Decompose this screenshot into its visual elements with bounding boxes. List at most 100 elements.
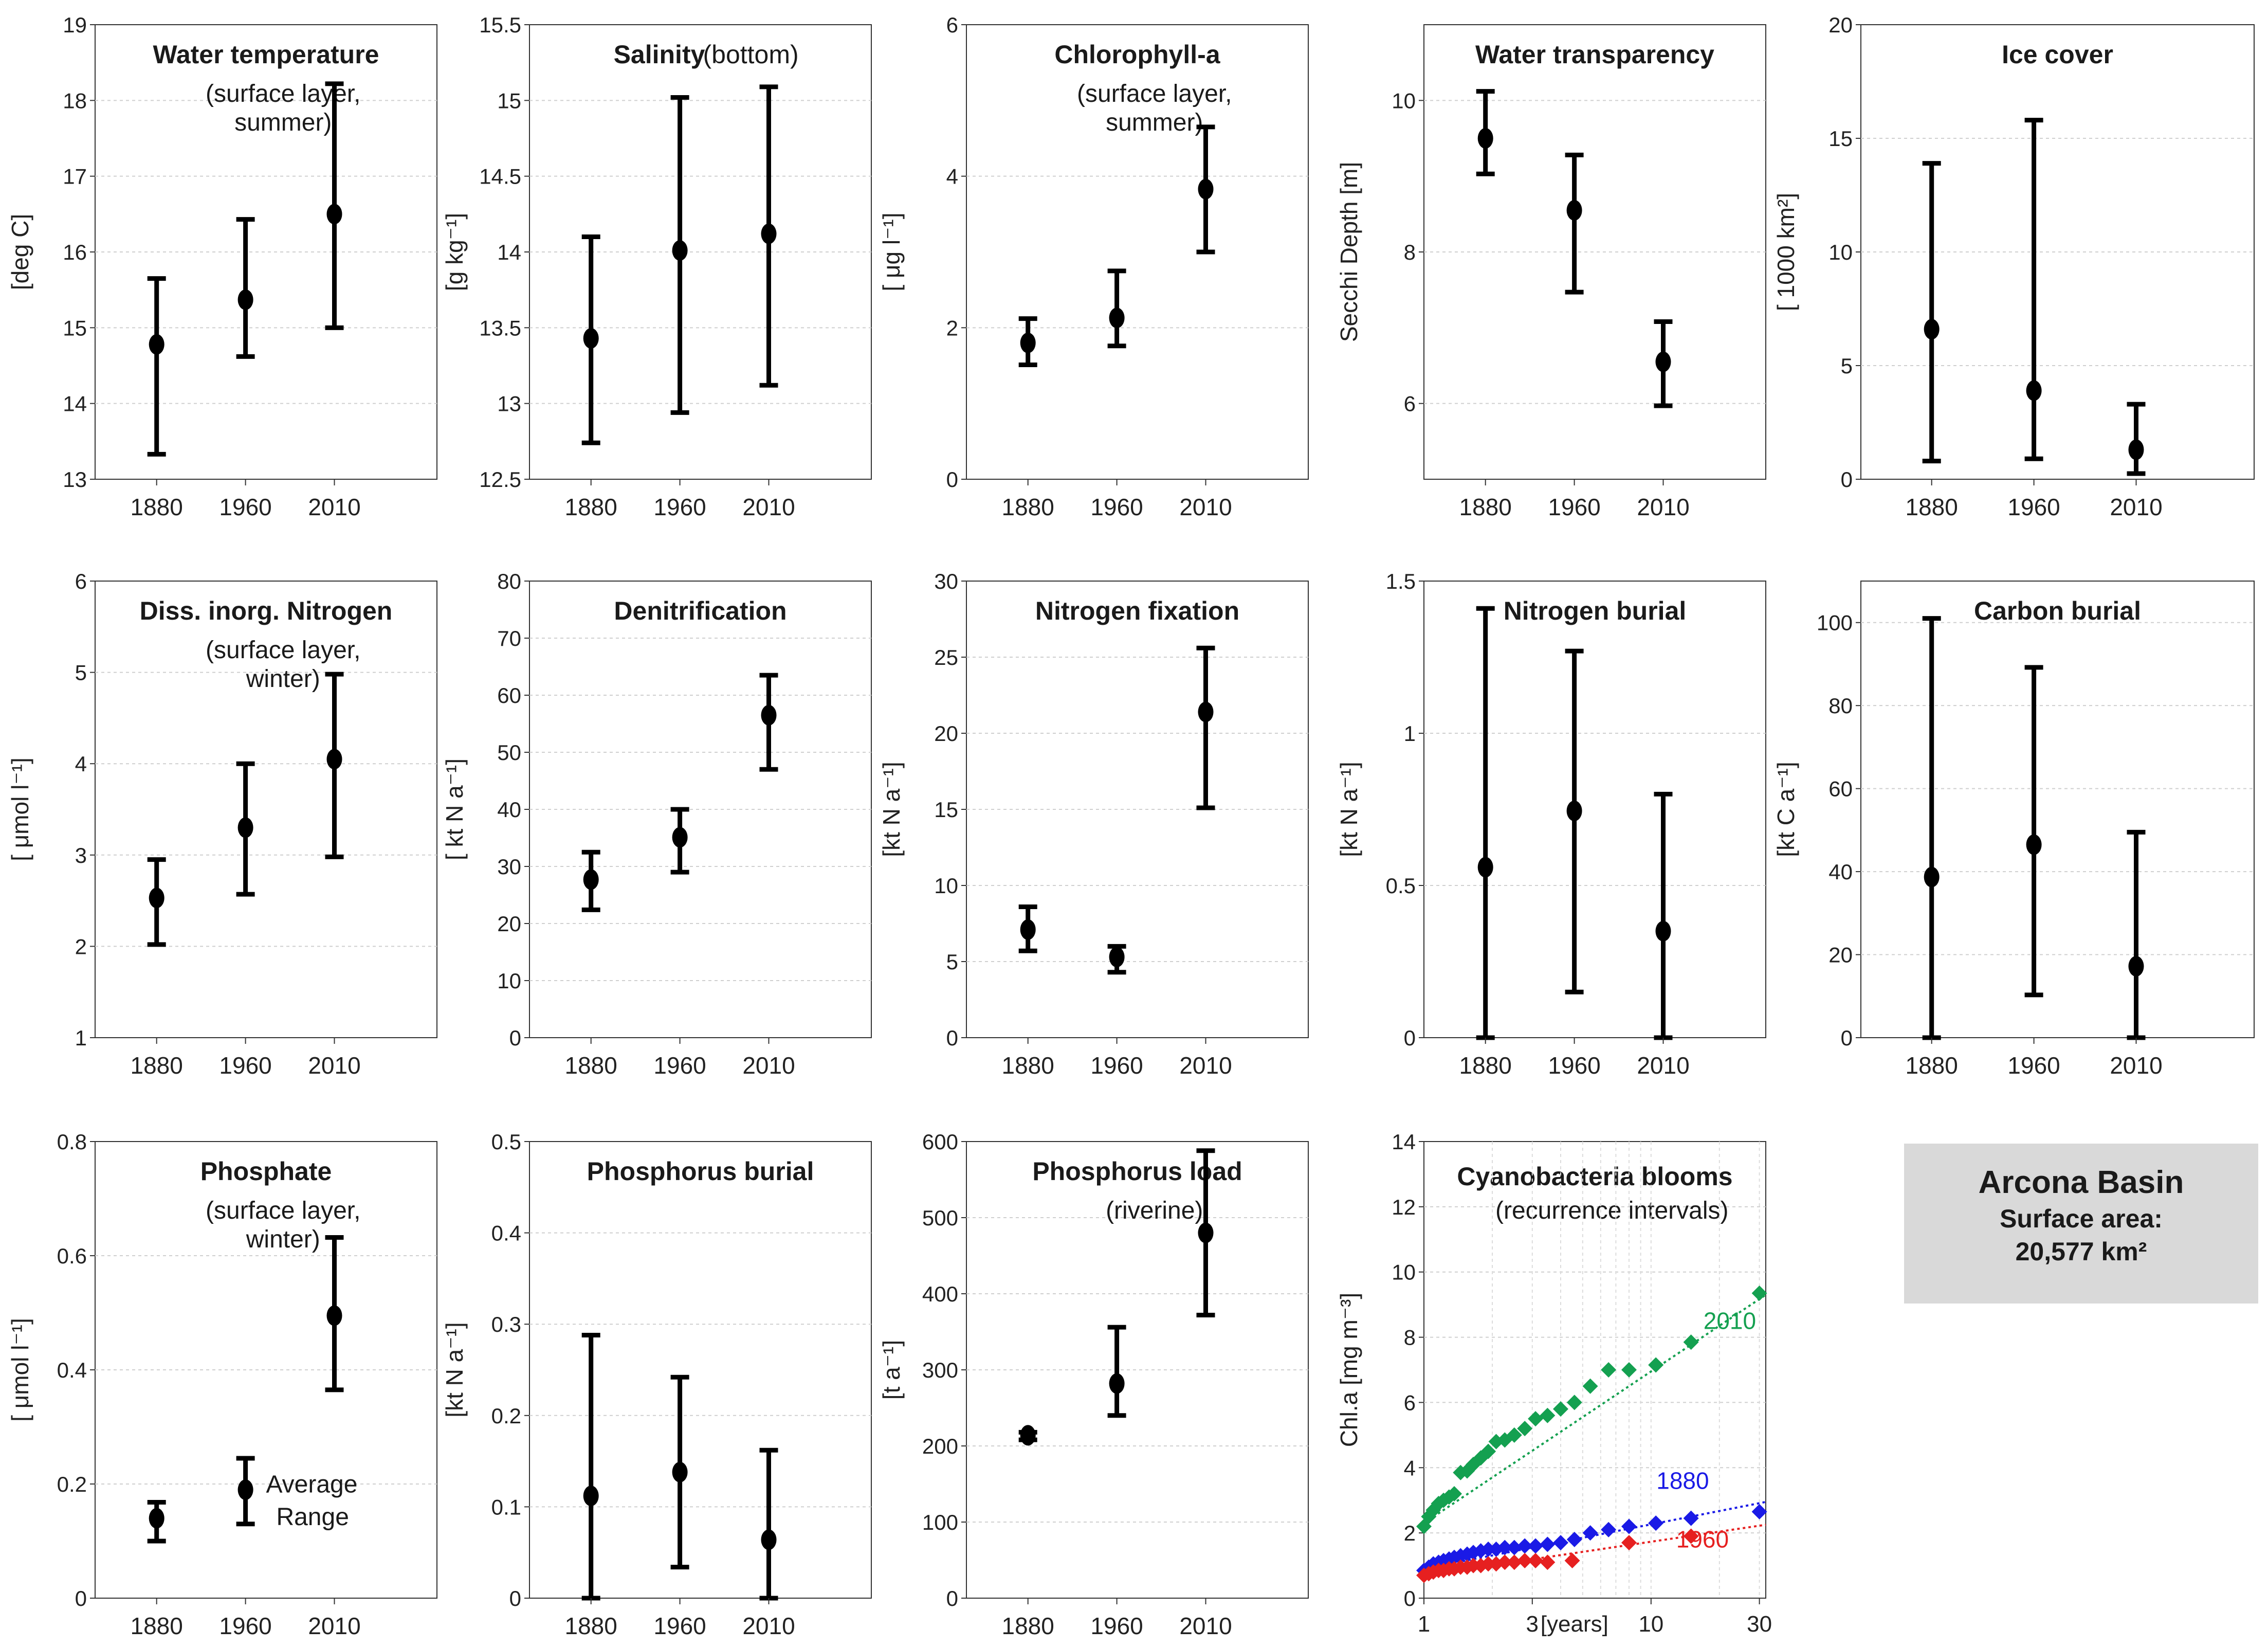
panel-7-ytick-label: 30 bbox=[497, 855, 521, 879]
panel-7-xtick-label-1880: 1880 bbox=[565, 1052, 617, 1079]
panel-10-xtick-label-1880: 1880 bbox=[1906, 1052, 1958, 1079]
panel-11-mean-marker-1880 bbox=[149, 1508, 164, 1529]
panel-13-title: Phosphorus load bbox=[1032, 1157, 1242, 1186]
panel-3-xtick-label-1880: 1880 bbox=[1002, 494, 1054, 520]
panel-2-title: Salinity bbox=[614, 40, 705, 69]
panel-14-series-1960-point bbox=[1540, 1554, 1556, 1570]
panel-2-title-suffix: (bottom) bbox=[703, 40, 799, 69]
panel-1-ytick-label: 19 bbox=[63, 13, 87, 37]
panel-8-mean-marker-2010 bbox=[1198, 701, 1214, 722]
panel-7-mean-marker-1960 bbox=[672, 827, 688, 848]
panel-13-ylabel: [t a⁻¹] bbox=[878, 1340, 905, 1400]
panel-1-xtick-label-1960: 1960 bbox=[219, 494, 271, 520]
panel-7-ytick-label: 50 bbox=[497, 740, 521, 765]
panel-4-mean-marker-1880 bbox=[1477, 128, 1493, 149]
info-box: Arcona Basin Surface area: 20,577 km² bbox=[1904, 1144, 2258, 1304]
panel-3-title: Chlorophyll-a bbox=[1054, 40, 1220, 69]
panel-11-title: Phosphate bbox=[200, 1157, 332, 1186]
panel-6-plot-area bbox=[95, 581, 437, 1038]
panel-14-series-2010-point bbox=[1517, 1421, 1533, 1437]
panel-10-mean-marker-1960 bbox=[2026, 834, 2042, 855]
panel-14-series-1960-point bbox=[1506, 1554, 1522, 1570]
panel-9-title: Nitrogen burial bbox=[1504, 596, 1687, 625]
panel-6-mean-marker-1880 bbox=[149, 888, 164, 909]
panel-3-subtitle-line: (surface layer, bbox=[1077, 80, 1232, 107]
panel-14-ytick-label: 6 bbox=[1404, 1390, 1416, 1415]
panel-10-plot-area bbox=[1860, 581, 2255, 1038]
panel-6-ytick-label: 5 bbox=[75, 661, 87, 685]
panel-12-plot-area bbox=[529, 1141, 872, 1599]
panel-13-ytick-label: 600 bbox=[922, 1130, 958, 1154]
panel-3-ytick-label: 2 bbox=[946, 316, 958, 340]
panel-5-ytick-label: 15 bbox=[1828, 126, 1853, 151]
panel-13-ytick-label: 100 bbox=[922, 1510, 958, 1534]
panel-14-series-1880-point bbox=[1480, 1541, 1496, 1557]
panel-12-xtick-label-1960: 1960 bbox=[653, 1613, 706, 1639]
panel-8-ytick-label: 10 bbox=[934, 874, 958, 898]
panel-7-ytick-label: 60 bbox=[497, 683, 521, 708]
panel-14-series-2010-point bbox=[1566, 1395, 1582, 1410]
panel-13-xtick-label-1960: 1960 bbox=[1090, 1613, 1143, 1639]
panel-14-series-1880-point bbox=[1553, 1535, 1568, 1551]
panel-13-ytick-label: 400 bbox=[922, 1282, 958, 1306]
panel-14-series-1960-point bbox=[1528, 1553, 1544, 1569]
panel-3-ylabel: [ μg l⁻¹] bbox=[878, 212, 905, 291]
panel-13-ytick-label: 0 bbox=[946, 1586, 958, 1610]
panel-2-mean-marker-1960 bbox=[672, 240, 688, 261]
panel-14-plot-area bbox=[1423, 1141, 1766, 1599]
panel-14-series-1880-point bbox=[1540, 1536, 1556, 1552]
panel-2-mean-marker-1880 bbox=[583, 328, 599, 349]
panel-12-mean-marker-1960 bbox=[672, 1461, 688, 1482]
panel-5-xtick-label-2010: 2010 bbox=[2110, 494, 2162, 520]
panel-4-xtick-label-1880: 1880 bbox=[1459, 494, 1512, 520]
panel-8-ytick-label: 30 bbox=[934, 569, 958, 593]
panel-13-ytick-label: 300 bbox=[922, 1358, 958, 1382]
panel-2-xtick-label-2010: 2010 bbox=[742, 494, 795, 520]
panel-11-subtitle-line: winter) bbox=[246, 1226, 320, 1253]
panel-7-ytick-label: 70 bbox=[497, 626, 521, 650]
panel-5-ytick-label: 5 bbox=[1841, 354, 1853, 378]
panel-9-mean-marker-2010 bbox=[1655, 920, 1671, 942]
panel-5-xtick-label-1880: 1880 bbox=[1906, 494, 1958, 520]
panel-10-ytick-label: 60 bbox=[1828, 777, 1853, 801]
panel-8-ytick-label: 20 bbox=[934, 721, 958, 746]
panel-13-subtitle-line: (riverine) bbox=[1106, 1197, 1203, 1224]
panel-14-series-2010-point bbox=[1683, 1334, 1699, 1350]
panel-2-mean-marker-2010 bbox=[761, 223, 777, 244]
panel-12-ytick-label: 0.3 bbox=[491, 1312, 521, 1336]
panel-14-series-2010-point bbox=[1480, 1443, 1496, 1459]
panel-14-series-label-2010: 2010 bbox=[1704, 1308, 1756, 1334]
panel-11-xtick-label-1960: 1960 bbox=[219, 1613, 271, 1639]
panel-11-mean-marker-1960 bbox=[237, 1479, 253, 1500]
info-box-title: Arcona Basin bbox=[1978, 1165, 2184, 1200]
panel-2-xtick-label-1960: 1960 bbox=[653, 494, 706, 520]
panel-14-ytick-label: 2 bbox=[1404, 1521, 1416, 1545]
panel-7-mean-marker-1880 bbox=[583, 869, 599, 890]
panel-9-mean-marker-1880 bbox=[1477, 857, 1493, 878]
panel-14-series-1960-point bbox=[1480, 1556, 1496, 1572]
panel-5-ytick-label: 20 bbox=[1828, 13, 1853, 37]
panel-14-series-2010-point bbox=[1582, 1378, 1598, 1394]
panel-10-xtick-label-1960: 1960 bbox=[2007, 1052, 2060, 1079]
panel-6-ytick-label: 6 bbox=[75, 569, 87, 593]
panel-12-title: Phosphorus burial bbox=[587, 1157, 814, 1186]
panel-14-series-1960-point bbox=[1564, 1553, 1580, 1569]
panel-6-ytick-label: 2 bbox=[75, 934, 87, 958]
panel-13-mean-marker-2010 bbox=[1198, 1222, 1214, 1243]
panel-13-mean-marker-1880 bbox=[1020, 1425, 1036, 1446]
panel-14-series-2010-point bbox=[1506, 1427, 1522, 1443]
panel-10-ylabel: [kt C a⁻¹] bbox=[1772, 762, 1799, 857]
panel-14-series-2010-trendline bbox=[1423, 1294, 1767, 1524]
panel-9-ytick-label: 0.5 bbox=[1386, 874, 1416, 898]
panel-7-xtick-label-2010: 2010 bbox=[742, 1052, 795, 1079]
panel-11-ytick-label: 0 bbox=[75, 1586, 87, 1610]
panel-14-series-1880-point bbox=[1582, 1525, 1598, 1541]
panel-1-ylabel: [deg C] bbox=[7, 214, 33, 290]
panel-8-title: Nitrogen fixation bbox=[1035, 596, 1239, 625]
panel-10-ytick-label: 80 bbox=[1828, 694, 1853, 718]
panel-2-ytick-label: 13 bbox=[497, 392, 521, 416]
panel-14-series-1880-point bbox=[1517, 1538, 1533, 1554]
panel-1-subtitle-line: summer) bbox=[234, 109, 332, 136]
panel-4-ytick-label: 6 bbox=[1404, 392, 1416, 416]
panel-4-ylabel: Secchi Depth [m] bbox=[1336, 162, 1362, 342]
